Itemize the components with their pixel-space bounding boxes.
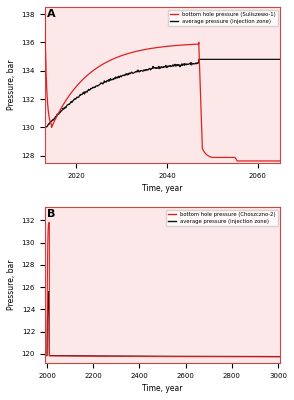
- Text: B: B: [47, 208, 56, 218]
- X-axis label: Time, year: Time, year: [142, 184, 183, 193]
- X-axis label: Time, year: Time, year: [142, 384, 183, 393]
- Text: A: A: [47, 8, 56, 18]
- Legend: bottom hole pressure (Suliszewo-1), average pressure (injection zone): bottom hole pressure (Suliszewo-1), aver…: [168, 10, 278, 26]
- Y-axis label: Pressure, bar: Pressure, bar: [7, 260, 16, 310]
- Y-axis label: Pressure, bar: Pressure, bar: [7, 60, 16, 110]
- Legend: bottom hole pressure (Choszczno-2), average pressure (injection zone): bottom hole pressure (Choszczno-2), aver…: [166, 210, 278, 226]
